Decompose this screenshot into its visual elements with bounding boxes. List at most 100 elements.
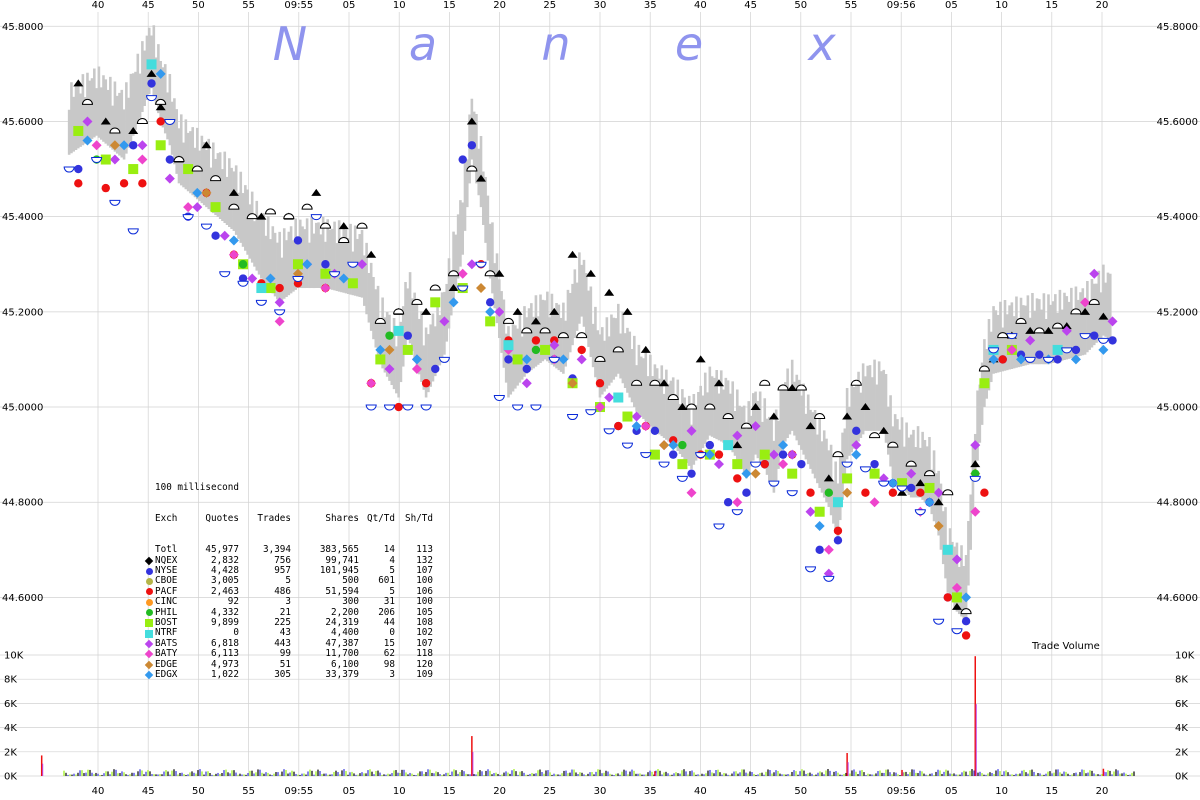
- bid-marker: [695, 452, 707, 459]
- nqex-marker: [466, 117, 477, 125]
- ask-marker: [155, 99, 167, 105]
- y-tick-label-left: 45.6000: [2, 117, 43, 128]
- baty-marker: [274, 316, 285, 327]
- ask-marker: [136, 118, 148, 124]
- bost-marker: [924, 482, 935, 493]
- edgx-marker: [1098, 344, 1109, 355]
- nqex-marker: [100, 117, 111, 125]
- bats-marker: [549, 340, 560, 351]
- bats-marker: [274, 297, 285, 308]
- stats-cell-shares: 24,319: [325, 616, 359, 628]
- bid-marker: [859, 466, 871, 473]
- x-tick-label-top: 09:56: [887, 0, 916, 11]
- stats-cell-qt-td: 3: [389, 668, 395, 680]
- ask-marker: [319, 222, 331, 229]
- ask-marker: [191, 165, 203, 172]
- x-tick-label-top: 40: [694, 0, 707, 11]
- pacf-marker: [119, 179, 129, 188]
- edge-marker: [476, 283, 487, 294]
- stats-cell-trades: 225: [274, 616, 291, 628]
- stats-cell-sh-td: 105: [416, 606, 433, 618]
- bid-marker: [640, 452, 652, 459]
- ask-marker: [777, 384, 789, 391]
- baty-marker: [457, 268, 468, 279]
- nyse-marker: [687, 469, 696, 478]
- stats-cell-quotes: 6,818: [211, 637, 239, 649]
- bid-marker: [933, 618, 945, 625]
- bid-marker: [603, 428, 615, 435]
- pacf-marker: [980, 488, 989, 497]
- edgx-marker: [1016, 354, 1027, 365]
- nyse-marker: [293, 236, 303, 245]
- nqex-marker: [805, 422, 816, 430]
- bid-marker: [805, 566, 817, 573]
- ntrf-marker: [1052, 344, 1063, 355]
- x-tick-label-top: 05: [945, 0, 958, 11]
- nyse-marker: [504, 355, 513, 364]
- baty-marker: [778, 459, 789, 470]
- x-tick-label-bottom: 10: [393, 786, 406, 797]
- stats-cell-quotes: 2,832: [211, 554, 239, 566]
- bid-marker: [109, 199, 121, 206]
- ask-marker: [759, 379, 771, 386]
- stats-body: Totl 45,977 3,394 383,565 14 113 NQEX 2,832 756 9…: [143, 544, 433, 680]
- y-tick-label-right: 45.4000: [1157, 212, 1198, 223]
- stats-cell-sh-td: 118: [416, 648, 433, 660]
- edge-marker: [384, 344, 395, 355]
- x-tick-label-top: 15: [1045, 0, 1058, 11]
- x-tick-label-bottom: 05: [945, 786, 958, 797]
- ask-marker: [850, 379, 862, 386]
- edgx-marker: [961, 592, 972, 603]
- stats-row: PHIL 4,332 21 2,200 206 105: [143, 606, 433, 618]
- bid-marker: [969, 475, 981, 482]
- bid-marker: [585, 409, 597, 416]
- nqex-marker: [695, 355, 706, 363]
- bost-marker: [100, 154, 111, 165]
- pacf-marker: [714, 450, 724, 459]
- stats-column-header: Qt/Td: [367, 513, 395, 525]
- x-tick-label-bottom: 20: [493, 786, 506, 797]
- baty-marker: [183, 202, 194, 213]
- ask-marker: [557, 332, 569, 339]
- ask-marker: [1052, 322, 1064, 329]
- edgx-marker: [338, 273, 349, 284]
- stats-cell-sh-td: 132: [416, 554, 433, 566]
- nqex-marker: [842, 412, 853, 420]
- exchange-marker-icon: [143, 578, 155, 586]
- watermark-letter: n: [541, 17, 570, 71]
- y-tick-label-left: 45.8000: [2, 22, 43, 33]
- stats-cell-exch: EDGX: [155, 668, 178, 680]
- volume-tick-label-right: 0K: [1175, 772, 1188, 783]
- bats-marker: [109, 154, 120, 165]
- nqex-marker: [256, 212, 267, 220]
- x-tick-label-bottom: 50: [794, 786, 807, 797]
- ask-marker: [686, 403, 698, 410]
- stats-cell-exch: Totl: [155, 544, 178, 556]
- nqex-marker: [787, 383, 798, 391]
- phil-marker: [238, 260, 248, 269]
- bats-marker: [1107, 316, 1118, 327]
- stats-cell-shares: 300: [342, 596, 359, 608]
- bats-marker: [576, 354, 587, 365]
- nqex-marker: [366, 250, 377, 258]
- x-tick-label-top: 10: [393, 0, 406, 11]
- stats-cell-sh-td: 108: [416, 616, 433, 628]
- bost-marker: [897, 478, 908, 489]
- bid-marker: [1024, 356, 1036, 363]
- ask-marker: [228, 203, 240, 210]
- x-tick-label-bottom: 55: [845, 786, 858, 797]
- nqex-marker: [338, 222, 349, 230]
- bost-marker: [759, 449, 770, 460]
- stats-cell-quotes: 4,428: [211, 565, 239, 577]
- exchange-marker-icon: [143, 670, 155, 680]
- x-tick-label-top: 55: [845, 0, 858, 11]
- bost-marker: [402, 344, 413, 355]
- pacf-marker: [998, 355, 1007, 364]
- x-tick-label-bottom: 20: [1096, 786, 1109, 797]
- edgx-marker: [778, 440, 789, 451]
- bost-marker: [842, 473, 853, 484]
- nqex-marker: [951, 602, 962, 610]
- volume-tick-label-left: 8K: [4, 675, 17, 686]
- y-tick-label-right: 45.6000: [1157, 117, 1198, 128]
- volume-tick-label-right: 8K: [1175, 675, 1188, 686]
